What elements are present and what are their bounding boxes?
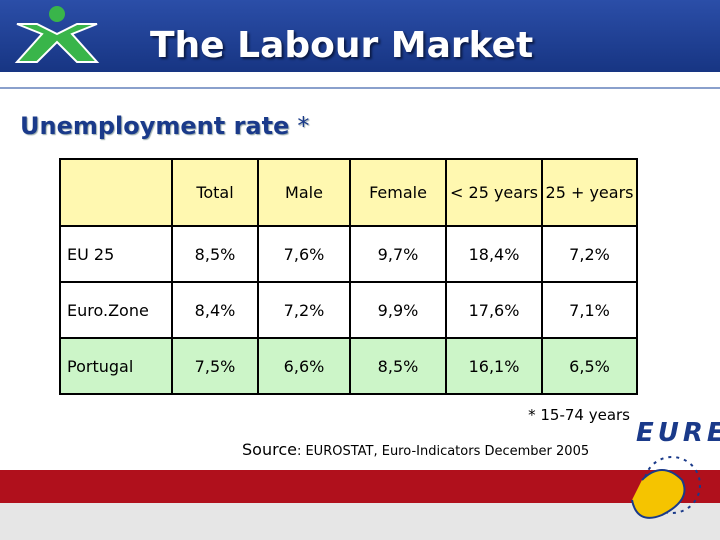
table-cell: 7,2% (541, 225, 638, 283)
source-text: : EUROSTAT, Euro-Indicators December 200… (296, 444, 590, 459)
footer-gray (0, 503, 720, 540)
subtitle: Unemployment rate * (20, 112, 309, 140)
corner-cell (59, 158, 173, 227)
source: Source: EUROSTAT, Euro-Indicators Decemb… (242, 440, 589, 459)
column-header: 25 + years (541, 158, 638, 227)
column-header: Male (257, 158, 351, 227)
column-header: < 25 years (445, 158, 543, 227)
divider (0, 87, 720, 89)
table-body: EU 25 8,5% 7,6% 9,7% 18,4% 7,2% Euro.Zone 8,4% 7… (59, 225, 638, 395)
table-cell: 16,1% (445, 337, 543, 395)
table-row: EU 25 8,5% 7,6% 9,7% 18,4% 7,2% (59, 225, 638, 283)
eures-emblem (631, 456, 701, 519)
table-cell: 7,5% (171, 337, 259, 395)
table-cell: 6,6% (257, 337, 351, 395)
table-cell: 7,6% (257, 225, 351, 283)
row-label: Portugal (59, 337, 173, 395)
table-cell: 7,1% (541, 281, 638, 339)
logo-icon (14, 6, 100, 63)
table-cell: 8,4% (171, 281, 259, 339)
title: The Labour Market (150, 25, 534, 66)
table-cell: 8,5% (349, 337, 447, 395)
eures-logo: EURES (636, 418, 720, 448)
subtitle-text: Unemployment rate (20, 112, 290, 140)
column-header: Female (349, 158, 447, 227)
table-row: Portugal 7,5% 6,6% 8,5% 16,1% 6,5% (59, 337, 638, 395)
header-bar (0, 0, 720, 72)
row-label: EU 25 (59, 225, 173, 283)
table-cell: 9,7% (349, 225, 447, 283)
source-label: Source (242, 440, 297, 459)
row-label: Euro.Zone (59, 281, 173, 339)
footnote: * 15-74 years (528, 406, 630, 424)
note-mark: * (297, 112, 310, 140)
column-header: Total (171, 158, 259, 227)
table-cell: 9,9% (349, 281, 447, 339)
table-cell: 18,4% (445, 225, 543, 283)
data-table: Total Male Female < 25 years 25 + years EU 2… (59, 158, 638, 395)
table-cell: 8,5% (171, 225, 259, 283)
table-cell: 7,2% (257, 281, 351, 339)
header-row: Total Male Female < 25 years 25 + years (59, 158, 638, 227)
table-cell: 17,6% (445, 281, 543, 339)
table-cell: 6,5% (541, 337, 638, 395)
table-row: Euro.Zone 8,4% 7,2% 9,9% 17,6% 7,1% (59, 281, 638, 339)
footer-bar (0, 470, 720, 503)
